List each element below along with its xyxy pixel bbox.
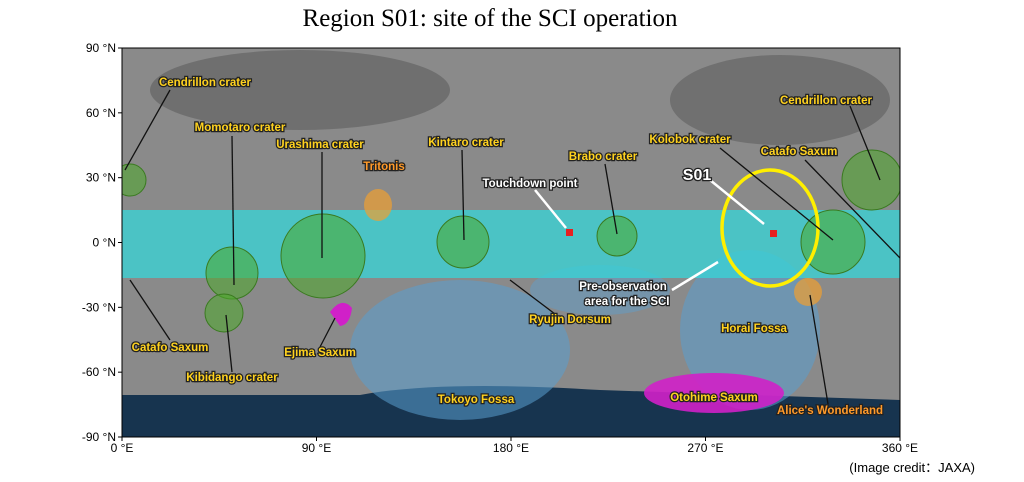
feature-label: Kolobok crater bbox=[649, 134, 731, 146]
annotation: Pre-observation bbox=[579, 281, 667, 293]
x-tick-label: 270 °E bbox=[687, 441, 723, 455]
feature-label: Cendrillon crater bbox=[159, 77, 252, 89]
feature-label: Cendrillon crater bbox=[780, 95, 873, 107]
y-tick-label: 90 °N bbox=[86, 41, 116, 55]
x-tick-label: 0 °E bbox=[111, 441, 134, 455]
feature-label: Ryujin Dorsum bbox=[529, 314, 611, 326]
x-tick-label: 180 °E bbox=[493, 441, 529, 455]
feature-label: Urashima crater bbox=[276, 139, 364, 151]
feature-label: Tritonis bbox=[363, 161, 405, 173]
feature-label: Alice's Wonderland bbox=[777, 405, 883, 417]
y-tick-label: 0 °N bbox=[93, 236, 116, 250]
y-tick-label: 30 °N bbox=[86, 171, 116, 185]
y-tick-label: -60 °N bbox=[82, 365, 116, 379]
feature-label: Ejima Saxum bbox=[284, 347, 356, 359]
x-tick-label: 90 °E bbox=[302, 441, 331, 455]
annotation: S01 bbox=[683, 167, 712, 184]
y-tick-label: 60 °N bbox=[86, 106, 116, 120]
axes: 90 °N 60 °N 30 °N 0 °N -30 °N -60 °N -90 °N0 °… bbox=[82, 41, 918, 455]
feature-label: Kintaro crater bbox=[428, 137, 504, 149]
feature-label: Momotaro crater bbox=[195, 122, 286, 134]
feature-label: Otohime Saxum bbox=[670, 392, 758, 404]
feature-label: Horai Fossa bbox=[721, 323, 787, 335]
y-tick-label: -30 °N bbox=[82, 300, 116, 314]
y-tick-label: -90 °N bbox=[82, 430, 116, 444]
feature-label: Brabo crater bbox=[569, 151, 638, 163]
feature-label: Catafo Saxum bbox=[132, 342, 209, 354]
feature-label: Tokoyo Fossa bbox=[438, 394, 515, 406]
credit: (Image credit：JAXA) bbox=[849, 460, 975, 475]
feature-label: Kibidango crater bbox=[186, 372, 278, 384]
title: Region S01: site of the SCI operation bbox=[303, 5, 678, 32]
feature-label: Catafo Saxum bbox=[761, 146, 838, 158]
x-tick-label: 360 °E bbox=[882, 441, 918, 455]
annotation: area for the SCI bbox=[585, 296, 670, 308]
map: Cendrillon crater Momotaro crater Urashi… bbox=[122, 48, 900, 437]
annotation: Touchdown point bbox=[483, 178, 578, 190]
